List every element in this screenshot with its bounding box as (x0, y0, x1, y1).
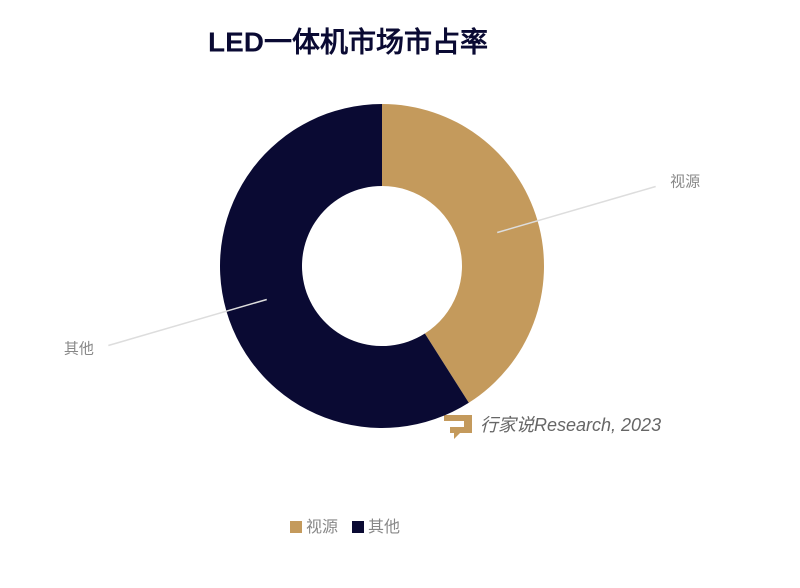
slice-label: 其他 (64, 341, 94, 358)
source: 行家说Research, 2023 (480, 415, 661, 435)
legend-label: 其他 (368, 518, 400, 536)
chart-title: LED一体机市场市占率 (208, 25, 488, 57)
donut-segment (382, 104, 545, 403)
legend-swatch (352, 521, 364, 533)
slice-label: 视源 (670, 173, 700, 190)
legend-label: 视源 (306, 518, 338, 536)
leader-line (108, 298, 267, 347)
donut-segment (220, 104, 469, 428)
source-icon (442, 414, 474, 439)
leader-line (497, 185, 656, 234)
legend-swatch (290, 521, 302, 533)
icon (444, 415, 472, 439)
